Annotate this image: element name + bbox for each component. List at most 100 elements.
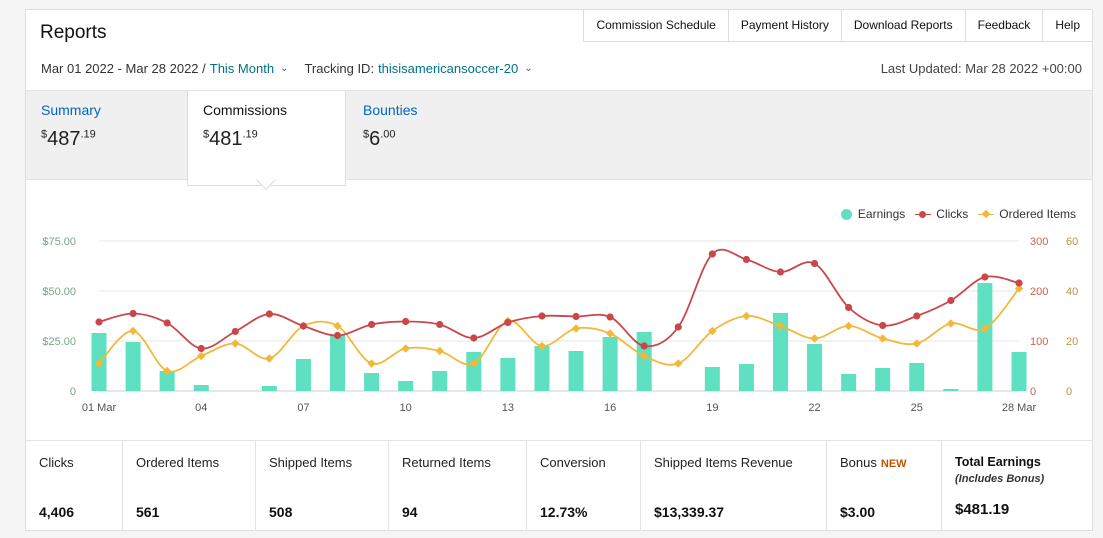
- tab-summary[interactable]: Summary $487.19: [26, 91, 186, 179]
- clicks-point: [402, 317, 410, 326]
- feedback-button[interactable]: Feedback: [964, 10, 1043, 41]
- top-nav: Commission Schedule Payment History Down…: [583, 9, 1093, 42]
- tab-label: Commissions: [203, 102, 288, 118]
- ordered-items-point: [162, 366, 172, 376]
- clicks-point: [572, 312, 580, 321]
- help-button[interactable]: Help: [1042, 10, 1092, 41]
- stat-label: Conversion: [540, 455, 606, 470]
- clicks-point: [436, 320, 444, 329]
- clicks-point: [913, 312, 921, 320]
- tracking-id-label: Tracking ID:: [304, 61, 375, 76]
- chevron-down-icon[interactable]: ⌄: [524, 63, 533, 74]
- commission-schedule-button[interactable]: Commission Schedule: [596, 18, 716, 32]
- clicks-point: [470, 334, 478, 342]
- stat-shipped-revenue: Shipped Items Revenue $13,339.37: [641, 441, 827, 531]
- ordered-items-point: [1014, 284, 1024, 293]
- ordered-items-point: [401, 344, 410, 353]
- clicks-point: [674, 323, 682, 331]
- earnings-bar: [432, 371, 448, 391]
- tab-amount: $481.19: [203, 128, 258, 150]
- earnings-bar: [875, 368, 891, 391]
- payment-history-button[interactable]: Payment History: [727, 10, 841, 41]
- y-right-items-tick-label: 40: [1066, 286, 1078, 298]
- ordered-items-point: [94, 359, 104, 368]
- y-right-clicks-tick-label: 0: [1030, 386, 1036, 398]
- stat-total-earnings: Total Earnings (Includes Bonus) $481.19: [942, 441, 1092, 531]
- earnings-bar: [398, 381, 414, 391]
- stat-returned-items: Returned Items 94: [389, 441, 527, 531]
- clicks-point: [95, 318, 103, 326]
- clicks-point: [231, 327, 239, 336]
- clicks-point: [776, 268, 785, 276]
- earnings-bar: [772, 313, 788, 391]
- stat-value: 561: [136, 504, 160, 520]
- clicks-point: [879, 321, 887, 330]
- legend-ordered-items[interactable]: Ordered Items: [978, 207, 1076, 221]
- chevron-down-icon[interactable]: ⌄: [280, 63, 289, 74]
- page-title: Reports: [40, 22, 107, 43]
- y-right-clicks-tick-label: 100: [1030, 336, 1048, 348]
- stats-bar: Clicks 4,406 Ordered Items 561 Shipped I…: [26, 440, 1092, 531]
- ordered-items-point: [742, 311, 751, 321]
- earnings-chart: Earnings Clicks Ordered Items 0 $25.00 $50…: [26, 180, 1092, 440]
- clicks-point: [810, 259, 819, 268]
- ordered-items-line: [98, 287, 1020, 373]
- clicks-point: [708, 250, 716, 258]
- earnings-bar: [1011, 352, 1027, 391]
- x-tick-label: 10: [400, 402, 412, 414]
- stat-label: Bonus NEW: [840, 455, 907, 470]
- earnings-bar: [738, 364, 754, 391]
- tab-bounties[interactable]: Bounties $6.00: [348, 91, 508, 179]
- stat-label: Returned Items: [402, 455, 491, 470]
- ordered-items-point: [196, 351, 206, 361]
- stat-value: 4,406: [39, 504, 75, 520]
- reports-card: Reports Commission Schedule Payment Hist…: [25, 9, 1093, 531]
- stat-bonus: Bonus NEW $3.00: [827, 441, 942, 531]
- y-left-tick-label: $75.00: [42, 236, 76, 248]
- legend-earnings[interactable]: Earnings: [840, 207, 905, 221]
- tracking-id-dropdown[interactable]: thisisamericansoccer-20: [378, 61, 519, 76]
- clicks-point: [504, 318, 512, 327]
- x-tick-label: 16: [604, 402, 616, 414]
- ordered-items-point: [946, 319, 956, 328]
- earnings-bar: [704, 367, 720, 391]
- earnings-bar: [636, 332, 652, 391]
- x-tick-label: 07: [297, 402, 309, 414]
- ordered-items-point: [128, 326, 138, 336]
- period-dropdown[interactable]: This Month: [209, 61, 275, 76]
- clicks-point: [367, 320, 376, 329]
- earnings-bar: [295, 359, 311, 391]
- stat-ordered-items: Ordered Items 561: [123, 441, 256, 531]
- stat-value: 508: [269, 504, 293, 520]
- earnings-bar: [364, 373, 380, 391]
- ordered-items-point: [912, 339, 922, 348]
- download-reports-button[interactable]: Download Reports: [840, 10, 965, 41]
- stat-value: 94: [402, 504, 418, 520]
- x-tick-label: 01 Mar: [82, 402, 117, 414]
- x-tick-label: 19: [706, 402, 718, 414]
- tab-amount: $6.00: [363, 128, 396, 150]
- ordered-items-swatch: [978, 209, 995, 220]
- ordered-items-point: [844, 321, 853, 331]
- ordered-items-point: [605, 329, 615, 338]
- stat-value: $3.00: [840, 504, 876, 520]
- ordered-items-point: [367, 359, 376, 368]
- legend-clicks[interactable]: Clicks: [915, 207, 968, 221]
- date-range-text: Mar 01 2022 - Mar 28 2022 /: [41, 61, 206, 76]
- stat-sublabel: (Includes Bonus): [955, 473, 1045, 485]
- earnings-bar: [943, 389, 959, 391]
- earnings-swatch: [840, 208, 852, 220]
- earnings-bar: [841, 374, 857, 391]
- tab-label: Summary: [41, 102, 101, 118]
- clicks-point: [129, 309, 137, 318]
- clicks-point: [299, 322, 308, 330]
- earnings-bar: [977, 283, 993, 391]
- x-tick-label: 28 Mar: [1002, 402, 1037, 414]
- clicks-swatch: [915, 209, 932, 220]
- clicks-point: [742, 255, 751, 264]
- ordered-items-point: [469, 359, 479, 368]
- stat-value: $13,339.37: [654, 504, 725, 520]
- clicks-point: [538, 312, 546, 320]
- x-tick-label: 22: [808, 402, 820, 414]
- x-tick-label: 04: [195, 402, 207, 414]
